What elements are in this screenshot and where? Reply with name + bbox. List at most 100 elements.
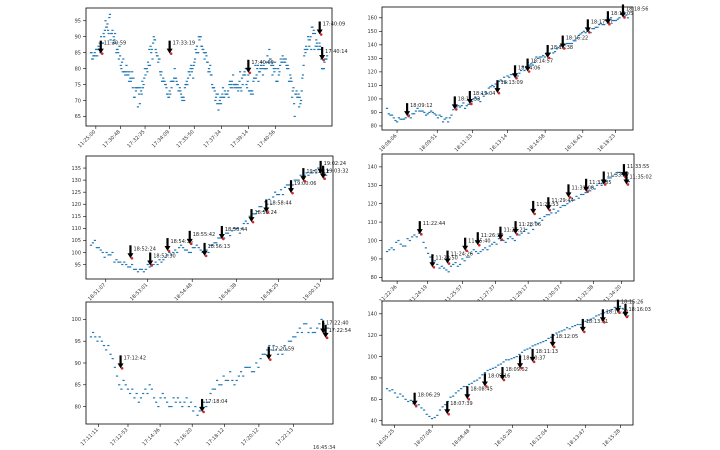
data-point (472, 98, 475, 100)
trade-marker (588, 31, 591, 34)
data-point (273, 61, 277, 63)
data-point (290, 80, 293, 82)
data-point (504, 82, 507, 84)
data-point (124, 74, 127, 76)
data-point (167, 96, 171, 98)
data-point (137, 401, 140, 403)
data-point (284, 61, 287, 63)
data-point (577, 34, 580, 36)
data-point (227, 96, 230, 98)
trade-marker (626, 183, 630, 186)
data-point (404, 117, 407, 119)
data-point (311, 172, 314, 174)
data-point (385, 388, 389, 390)
data-point (119, 261, 122, 263)
x-tick-label: 18:11:33 (454, 133, 474, 153)
data-point (311, 331, 314, 334)
data-point (139, 87, 142, 89)
data-point (510, 358, 513, 360)
data-point (182, 96, 185, 98)
data-point (200, 45, 204, 47)
data-point (389, 114, 392, 116)
data-point (207, 67, 211, 70)
x-tick-label: 17:18:12 (206, 427, 226, 447)
data-point (211, 83, 214, 86)
data-point (402, 118, 406, 120)
data-point (285, 349, 288, 351)
data-point (482, 95, 485, 97)
data-point (582, 193, 585, 196)
trade-marker (266, 211, 270, 214)
data-point (298, 106, 301, 108)
data-point (593, 188, 596, 190)
data-point (136, 87, 139, 89)
trade-marker (608, 22, 611, 26)
data-point (322, 67, 326, 70)
data-point (250, 371, 254, 373)
data-point (176, 251, 179, 254)
trade-marker (222, 237, 225, 241)
trade-time-label: 18:09:52 (505, 367, 527, 373)
data-point (218, 99, 221, 102)
data-point (503, 76, 506, 78)
trade-marker (420, 232, 423, 236)
data-point (283, 186, 287, 188)
data-point (555, 48, 558, 50)
data-point (146, 392, 149, 395)
data-point (160, 261, 163, 263)
data-point (523, 349, 526, 351)
y-tick-label: 85 (75, 383, 81, 389)
trade-arrow-head (614, 307, 621, 313)
data-point (218, 103, 221, 105)
data-point (136, 106, 139, 108)
data-point (525, 228, 528, 231)
data-point (570, 42, 574, 45)
data-point (272, 64, 275, 67)
trade-time-label: 11:28:06 (519, 222, 541, 228)
data-point (97, 45, 100, 47)
data-point (591, 186, 594, 188)
data-point (564, 44, 567, 46)
data-point (115, 375, 119, 377)
data-point (257, 80, 260, 82)
data-point (413, 234, 416, 236)
data-point (216, 103, 219, 105)
y-tick-label: 115 (71, 214, 81, 220)
data-point (111, 29, 114, 31)
data-point (468, 383, 471, 385)
data-point (308, 39, 312, 41)
data-point (185, 83, 188, 86)
data-point (115, 52, 118, 54)
data-point (198, 39, 201, 41)
data-point (597, 314, 600, 316)
data-point (141, 87, 145, 89)
data-point (303, 323, 306, 325)
chart-panel-5: 80 85 90 95 100 17:11:11 17:12:53 17:14:36 17:16… (71, 301, 351, 450)
data-point (587, 319, 590, 321)
data-point (589, 32, 592, 34)
data-point (233, 87, 237, 89)
data-point (462, 385, 465, 388)
data-point (493, 241, 496, 243)
data-point (295, 90, 298, 92)
data-point (395, 241, 398, 243)
data-point (129, 80, 133, 82)
data-point (278, 71, 281, 73)
data-point (205, 249, 208, 251)
data-point (134, 268, 138, 270)
data-point (309, 36, 312, 38)
trade-arrow-head (494, 88, 501, 94)
data-point (233, 83, 236, 86)
trade-marker (500, 238, 504, 241)
data-point (525, 65, 528, 68)
y-tick-label: 85 (75, 50, 81, 56)
data-point (115, 259, 118, 261)
data-point (473, 380, 476, 382)
data-point (456, 265, 459, 267)
data-point (164, 83, 167, 86)
data-point (311, 26, 314, 28)
data-point (246, 366, 249, 368)
data-point (392, 249, 395, 251)
data-point (540, 56, 543, 58)
